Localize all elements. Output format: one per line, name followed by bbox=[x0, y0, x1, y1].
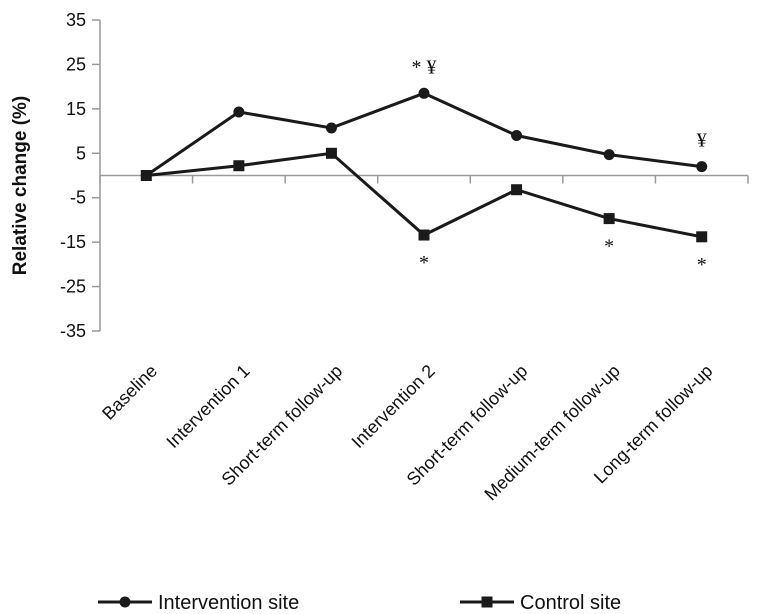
significance-marker: * ¥ bbox=[412, 56, 437, 78]
legend-label: Control site bbox=[520, 592, 621, 614]
data-point-square bbox=[233, 160, 245, 172]
data-point-circle bbox=[696, 161, 708, 173]
series-line-control-site bbox=[146, 151, 703, 239]
annotations: * ¥ ¥ * * * bbox=[412, 56, 707, 276]
y-tick-label: 25 bbox=[66, 54, 86, 74]
series-line-intervention-site bbox=[145, 91, 702, 177]
data-point-square bbox=[325, 147, 337, 159]
legend-marker-square bbox=[481, 596, 493, 608]
y-tick-label: 5 bbox=[76, 143, 86, 163]
y-tick-label: 35 bbox=[66, 10, 86, 30]
data-point-circle bbox=[325, 122, 337, 134]
y-tick-label: 15 bbox=[66, 99, 86, 119]
legend-item-intervention-site: Intervention site bbox=[98, 592, 299, 614]
data-point-square bbox=[603, 213, 615, 225]
significance-marker: * bbox=[604, 236, 614, 258]
y-tick-label: -25 bbox=[60, 277, 86, 297]
data-point-square bbox=[140, 170, 152, 181]
y-tick-label: -15 bbox=[60, 232, 86, 252]
data-point-circle bbox=[233, 106, 245, 118]
legend-label: Intervention site bbox=[158, 592, 299, 614]
data-point-square bbox=[418, 229, 430, 241]
legend-item-control-site: Control site bbox=[460, 592, 621, 614]
x-tick-label: Intervention 2 bbox=[348, 361, 439, 452]
series-layer bbox=[140, 87, 708, 243]
legend: Intervention site Control site bbox=[98, 592, 621, 614]
significance-marker: * bbox=[419, 252, 429, 274]
y-tick-label: -35 bbox=[60, 321, 86, 341]
y-axis: 35 25 15 5 -5 -15 -25 -35 bbox=[60, 10, 101, 341]
y-tick-label: -5 bbox=[70, 188, 86, 208]
x-tick-label: Baseline bbox=[98, 361, 161, 424]
legend-marker-circle bbox=[119, 596, 131, 608]
data-point-circle bbox=[418, 87, 430, 99]
x-tick-label: Intervention 1 bbox=[162, 361, 253, 452]
data-point-circle bbox=[603, 149, 615, 161]
significance-marker: ¥ bbox=[697, 130, 707, 152]
data-point-circle bbox=[511, 130, 523, 142]
significance-marker: * bbox=[697, 254, 707, 276]
y-axis-label: Relative change (%) bbox=[10, 96, 31, 276]
data-point-square bbox=[696, 231, 708, 243]
data-point-square bbox=[511, 184, 523, 196]
